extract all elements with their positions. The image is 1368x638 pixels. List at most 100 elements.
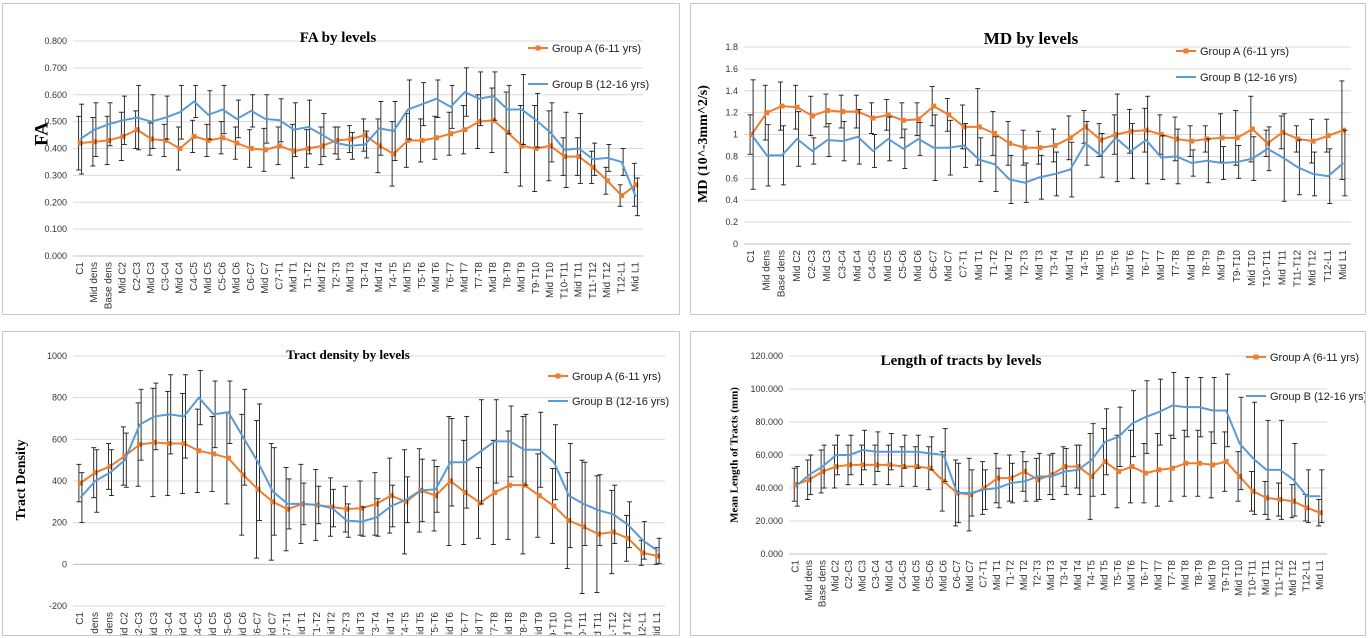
data-point-group-a — [1129, 464, 1135, 470]
data-point-group-a — [334, 137, 340, 143]
y-axis-label: FA — [31, 122, 52, 146]
x-tick-label: T8-T9 — [502, 262, 513, 289]
y-axis-label: MD (10^-3mm^2/s) — [696, 85, 711, 203]
data-point-group-a — [551, 503, 557, 509]
data-point-group-a — [873, 462, 879, 468]
series-line-group-a — [79, 441, 658, 557]
data-point-group-a — [533, 146, 539, 151]
data-point-group-a — [590, 164, 596, 170]
x-tick-label: C6-C7 — [928, 250, 939, 279]
data-point-group-a — [220, 135, 226, 141]
x-tick-label: T8-T9 — [519, 612, 530, 635]
y-tick-label: 0.2 — [725, 217, 738, 227]
data-point-group-a — [779, 103, 785, 109]
series-line-group-b — [750, 133, 1345, 184]
md-chart-panel: 0 0.2 0.4 0.6 0.8 1 1.2 1.4 1.6 1.8 C1 Mid dens Base… — [690, 3, 1366, 315]
data-point-group-a — [1277, 497, 1283, 503]
data-point-group-a — [477, 500, 483, 506]
data-point-group-a — [806, 477, 812, 483]
y-tick-label: 0.200 — [44, 197, 67, 207]
data-point-group-a — [106, 137, 112, 143]
x-tick-label: T7-T8 — [474, 262, 485, 289]
x-tick-label: T10-T11 — [1248, 560, 1259, 597]
data-point-group-a — [927, 465, 933, 471]
data-point-group-a — [148, 136, 154, 142]
y-tick-label: 1.8 — [725, 42, 738, 52]
y-tick-label: 0.700 — [44, 63, 67, 73]
y-tick-label: 100.000 — [750, 384, 783, 394]
x-tick-label: Mid C6 — [938, 560, 949, 592]
x-tick-label: T4-T5 — [1080, 250, 1091, 277]
data-point-group-a — [1089, 473, 1095, 479]
y-tick-label: 0.800 — [44, 36, 67, 46]
x-tick-label: Mid T12 — [1308, 250, 1319, 286]
data-point-group-a — [914, 464, 920, 470]
x-tick-label: Mid C5 — [203, 262, 214, 294]
data-point-group-a — [373, 501, 379, 507]
x-tick-label: Mid T2 — [327, 612, 338, 635]
x-tick-label: T3-T4 — [360, 262, 371, 289]
x-tick-label: C2-C3 — [132, 262, 143, 291]
x-tick-label: Mid T1 — [297, 612, 308, 635]
data-point-group-a — [1189, 138, 1195, 144]
y-tick-label: 0.000 — [760, 549, 783, 559]
data-point-group-a — [870, 115, 876, 121]
data-point-group-a — [764, 110, 770, 116]
data-point-group-a — [196, 448, 202, 454]
x-tick-label: T2-T3 — [1032, 560, 1043, 587]
x-tick-label: C6-C7 — [952, 560, 963, 589]
x-tick-label: C3-C4 — [871, 560, 882, 589]
x-tick-label: Mid T4 — [374, 262, 385, 293]
data-point-group-a — [820, 469, 826, 474]
data-point-group-a — [359, 505, 365, 511]
x-tick-label: Mid T11 — [1261, 560, 1272, 596]
x-tick-label: Mid T3 — [346, 262, 357, 293]
legend-label-group-a: Group A (6-11 yrs) — [572, 371, 661, 383]
data-point-group-a — [625, 535, 631, 541]
data-point-group-a — [566, 518, 572, 524]
data-point-group-a — [900, 117, 906, 123]
md-chart: 0 0.2 0.4 0.6 0.8 1 1.2 1.4 1.6 1.8 C1 Mid dens Base… — [696, 29, 1351, 297]
x-tick-label: Mid C7 — [944, 250, 955, 282]
x-tick-label: Base dens — [817, 560, 828, 607]
x-tick-label: T4-T5 — [401, 612, 412, 635]
data-point-group-a — [1035, 477, 1041, 483]
x-tick-label: T12-L1 — [637, 612, 648, 635]
data-point-group-a — [581, 524, 587, 530]
data-point-group-a — [1082, 124, 1088, 130]
x-tick-label: T8-T9 — [1194, 560, 1205, 587]
x-tick-label: Mid C5 — [911, 560, 922, 592]
data-point-group-a — [536, 493, 542, 499]
x-tick-label: Mid T2 — [1004, 250, 1015, 281]
data-point-group-a — [610, 529, 616, 535]
x-tick-label: T5-T6 — [417, 262, 428, 289]
x-tick-label: Mid T10 — [563, 612, 574, 635]
x-tick-label: Mid T4 — [386, 612, 397, 635]
y-tick-label: 400 — [52, 476, 67, 486]
y-tick-label: 0.600 — [44, 90, 67, 100]
x-tick-label: Mid C6 — [238, 612, 249, 635]
tract-length-chart: 0.000 20.000 40.000 60.000 80.000 100.000 120.… — [729, 351, 1365, 607]
x-tick-label: Mid T5 — [403, 262, 414, 293]
data-point-group-a — [519, 143, 525, 149]
data-point-group-a — [329, 504, 335, 510]
data-point-group-a — [405, 137, 411, 143]
x-tick-label: Mid C2 — [831, 560, 842, 592]
y-tick-label: 20.000 — [755, 516, 783, 526]
x-tick-label: Mid T1 — [974, 250, 985, 281]
x-tick-label: T7-T8 — [1167, 560, 1178, 587]
x-tick-label: T3-T4 — [1050, 250, 1061, 277]
data-point-group-a — [122, 453, 128, 459]
x-tick-label: Mid C4 — [885, 560, 896, 592]
chart-title: Tract density by levels — [286, 347, 410, 362]
x-tick-label: Mid T6 — [445, 612, 456, 635]
x-tick-label: T9-T10 — [1232, 250, 1243, 283]
x-tick-label: T10-T11 — [559, 262, 570, 299]
data-point-group-a — [1304, 505, 1310, 511]
y-tick-label: 1.6 — [725, 64, 738, 74]
data-point-group-a — [1219, 135, 1225, 141]
x-tick-label: Mid T6 — [431, 262, 442, 293]
data-point-group-a — [476, 119, 482, 125]
x-tick-label: T3-T4 — [1059, 560, 1070, 587]
x-tick-label: Mid T3 — [356, 612, 367, 635]
